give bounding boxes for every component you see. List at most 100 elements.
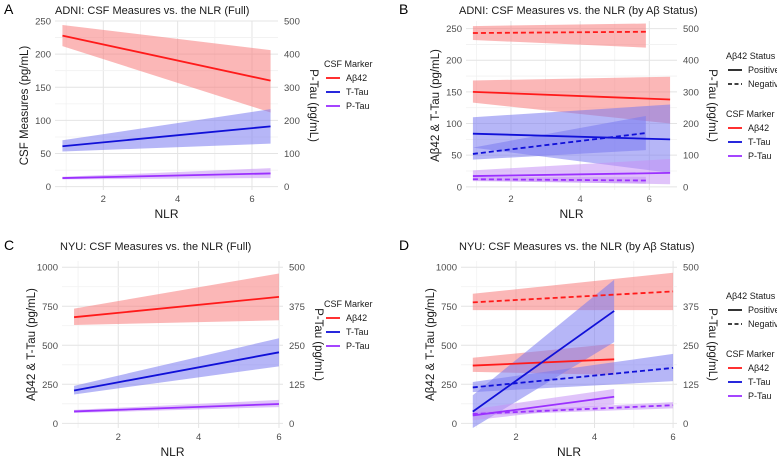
legend: CSF Marker Aβ42 T-Tau P-Tau [324,59,373,111]
panel-title: NYU: CSF Measures vs. the NLR (Full) [60,241,251,253]
series-line [62,172,271,179]
x-axis-title: NLR [160,445,184,459]
y-tick-label: 250 [42,380,58,391]
legend-title: CSF Marker [324,299,373,309]
panel-title: ADNI: CSF Measures vs. the NLR (Full) [55,5,249,17]
y2-tick-label: 250 [683,341,699,352]
x-axis-title: NLR [559,207,583,221]
chart-panel-b: B ADNI: CSF Measures vs. the NLR (by Aβ S… [399,1,777,221]
y-tick-label: 750 [441,302,457,313]
y2-tick-label: 125 [289,380,305,391]
y-tick-label: 100 [35,116,51,127]
legend-title: CSF Marker [726,109,775,119]
y-tick-label: 250 [441,380,457,391]
x-tick-label: 4 [592,432,597,443]
x-tick-label: 6 [670,432,675,443]
y-tick-label: 200 [35,50,51,61]
series-line [472,310,615,413]
panel-letter: C [4,237,14,253]
y2-axis-title: P-Tau (pg/mL) [706,308,718,381]
series-line [472,367,674,389]
legend-status-label: Positive [748,65,777,75]
legend-status-label: Negative [748,79,777,89]
series-line [472,178,646,182]
x-tick-label: 6 [647,194,652,205]
legend-status-label: Negative [748,319,777,329]
y2-tick-label: 125 [683,380,699,391]
y-tick-label: 250 [35,17,51,28]
y2-tick-label: 500 [683,263,699,274]
y-tick-label: 50 [40,149,51,160]
y2-axis-title: P-Tau (pg/mL) [706,69,718,142]
legend-label: P-Tau [346,101,370,111]
y2-tick-label: 100 [284,149,300,160]
y2-tick-label: 500 [284,17,300,28]
x-tick-label: 4 [196,432,201,443]
y2-tick-label: 400 [284,50,300,61]
chart-panel-c: C NYU: CSF Measures vs. the NLR (Full) 0 25… [4,237,373,459]
y2-tick-label: 375 [289,302,305,313]
x-tick-label: 4 [175,194,180,205]
series-line [74,403,280,413]
x-tick-label: 6 [249,194,254,205]
legend-label: Aβ42 [748,123,769,133]
ci-band [472,23,646,48]
x-axis-title: NLR [557,445,581,459]
legend: CSF Marker Aβ42 T-Tau P-Tau [324,299,373,351]
legend-label: Aβ42 [346,73,367,83]
legend-title: CSF Marker [324,59,373,69]
y2-tick-label: 0 [284,182,289,193]
y-tick-label: 0 [452,419,457,430]
panel-title: ADNI: CSF Measures vs. the NLR (by Aβ St… [459,5,698,17]
series-line [73,351,280,392]
x-axis-title: NLR [154,207,178,221]
legend-label: P-Tau [748,391,772,401]
legend: Aβ42 Status Positive Negative CSF Marker Aβ4… [726,291,777,401]
plot-area [73,273,280,414]
legend-label: T-Tau [346,87,369,97]
ci-band [472,272,674,311]
series-line [472,132,646,155]
y2-tick-label: 0 [683,182,688,193]
y2-axis-title: P-Tau (pg/mL) [307,69,319,142]
y-axis-title: Aβ42 & T-Tau (pg/mL) [430,49,442,162]
panel-letter: D [399,237,409,253]
legend-status-title: Aβ42 Status [726,291,776,301]
chart-panel-a: A ADNI: CSF Measures vs. the NLR (Full) 0 5… [4,1,373,221]
x-tick-label: 2 [513,432,518,443]
y-tick-label: 0 [53,419,58,430]
y2-tick-label: 200 [284,116,300,127]
y-tick-label: 1000 [436,263,457,274]
ci-band [472,279,615,428]
legend-label: P-Tau [748,151,772,161]
series-line [472,172,671,177]
legend: Aβ42 Status Positive Negative CSF Marker Aβ4… [726,51,777,161]
y-tick-label: 0 [457,182,462,193]
plot-area [472,23,671,185]
panel-title: NYU: CSF Measures vs. the NLR (by Aβ Sta… [459,241,695,253]
y-tick-label: 500 [441,341,457,352]
series-line [472,290,674,304]
plot-area [62,24,271,180]
legend-title: CSF Marker [726,349,775,359]
series-line [472,30,646,34]
y-tick-label: 500 [42,341,58,352]
x-tick-label: 6 [276,432,281,443]
legend-label: P-Tau [346,341,370,351]
y-axis-title: Aβ42 & T-Tau (pg/mL) [26,288,38,401]
x-tick-label: 4 [577,194,582,205]
y-tick-label: 100 [446,119,462,130]
ci-band [62,109,271,152]
y2-tick-label: 400 [683,56,699,67]
ci-band [74,338,279,395]
y2-tick-label: 100 [683,151,699,162]
y2-tick-label: 500 [683,24,699,35]
legend-label: T-Tau [748,137,771,147]
y-tick-label: 200 [446,56,462,67]
plot-area [472,272,674,428]
series-line [472,358,615,367]
y2-tick-label: 0 [683,419,688,430]
legend-label: T-Tau [748,377,771,387]
x-tick-label: 2 [101,194,106,205]
y-axis-title: CSF Measures (pg/mL) [19,46,31,166]
